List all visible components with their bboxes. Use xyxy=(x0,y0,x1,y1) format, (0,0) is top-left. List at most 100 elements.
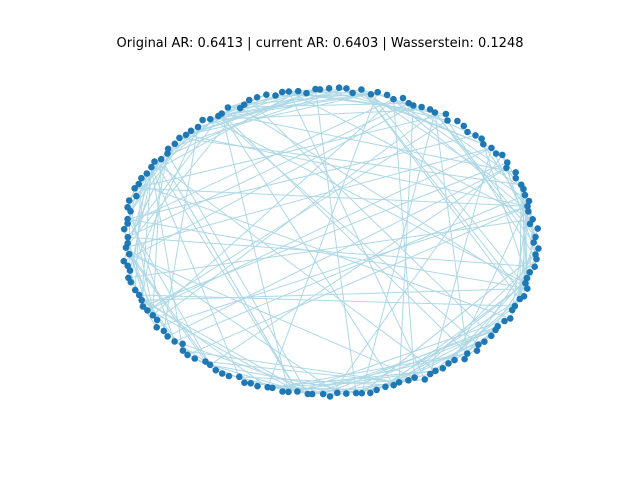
graph-edge xyxy=(385,282,526,388)
graph-node xyxy=(349,89,356,97)
graph-node xyxy=(504,159,511,166)
graph-edge xyxy=(134,187,528,207)
graph-node xyxy=(492,326,499,334)
graph-node xyxy=(432,367,439,375)
graph-node xyxy=(525,208,532,215)
graph-node xyxy=(508,306,516,314)
graph-node xyxy=(326,393,334,400)
graph-node xyxy=(426,106,434,113)
graph-edge xyxy=(152,159,162,316)
graph-node xyxy=(534,225,541,232)
graph-node xyxy=(532,233,539,241)
graph-node xyxy=(294,87,302,95)
graph-node xyxy=(319,390,327,398)
graph-node xyxy=(382,383,389,391)
graph-node xyxy=(343,85,350,92)
graph-edge xyxy=(127,126,199,279)
graph-edge xyxy=(139,294,515,307)
graph-node xyxy=(135,180,142,188)
graph-node xyxy=(464,128,471,136)
graph-edge xyxy=(182,350,400,383)
graph-node xyxy=(279,388,286,395)
graph-node xyxy=(405,377,412,384)
graph-edge xyxy=(127,113,223,238)
graph-edge xyxy=(376,325,499,391)
graph-edge xyxy=(315,89,357,394)
graph-node xyxy=(179,340,186,348)
graph-node xyxy=(531,263,538,271)
graph-node xyxy=(124,262,131,270)
graph-node xyxy=(224,104,232,111)
graph-edge xyxy=(167,153,309,395)
graph-edge xyxy=(154,161,298,392)
graph-node xyxy=(439,365,447,372)
graph-edge xyxy=(205,361,400,383)
graph-edge xyxy=(338,87,484,145)
graph-edge xyxy=(127,134,476,220)
graph-node xyxy=(247,380,254,387)
graph-edge xyxy=(267,92,379,388)
graph-edge xyxy=(434,112,534,243)
graph-edge xyxy=(209,364,308,395)
graph-node xyxy=(157,155,165,163)
graph-edge xyxy=(134,113,447,189)
graph-node xyxy=(253,94,261,101)
graph-edge xyxy=(221,113,516,173)
graph-edge xyxy=(127,218,528,290)
graph-node xyxy=(225,372,233,380)
graph-node xyxy=(153,324,160,331)
graph-node xyxy=(444,117,451,124)
graph-edge xyxy=(210,118,526,284)
graph-node xyxy=(421,376,429,383)
graph-node xyxy=(144,307,151,314)
graph-edge xyxy=(520,184,528,279)
graph-edge xyxy=(179,87,330,139)
graph-node xyxy=(187,127,195,135)
graph-edge xyxy=(218,91,378,117)
graph-node xyxy=(512,174,520,182)
graph-node xyxy=(460,122,468,130)
graph-node xyxy=(124,204,131,211)
graph-edge xyxy=(239,376,394,386)
graph-node xyxy=(151,158,158,165)
graph-node xyxy=(138,174,145,182)
graph-node xyxy=(171,338,178,345)
graph-edge xyxy=(288,91,426,380)
graph-edge xyxy=(125,147,492,249)
graph-node xyxy=(334,389,341,397)
graph-node xyxy=(206,361,214,369)
graph-edge xyxy=(447,120,537,260)
graph-node xyxy=(303,89,310,97)
graph-edge xyxy=(125,247,338,394)
graph-edge xyxy=(221,113,468,354)
graph-edge xyxy=(398,282,526,383)
graph-node xyxy=(390,95,397,103)
graph-node xyxy=(125,274,132,282)
graph-node xyxy=(184,351,191,359)
graph-node xyxy=(304,390,312,398)
graph-edge xyxy=(167,167,507,337)
graph-node xyxy=(148,163,155,171)
graph-node xyxy=(530,239,537,246)
graph-edge xyxy=(163,126,199,331)
graph-node xyxy=(176,134,183,142)
graph-node xyxy=(373,386,380,394)
graph-edge xyxy=(361,89,530,202)
graph-node xyxy=(410,102,417,109)
graph-edge xyxy=(217,115,479,346)
graph-edge xyxy=(297,317,511,392)
graph-node xyxy=(472,132,479,139)
graph-node xyxy=(516,295,524,303)
graph-node xyxy=(241,379,248,387)
graph-edge xyxy=(288,91,435,113)
graph-node xyxy=(218,110,225,117)
graph-node xyxy=(524,202,531,210)
graph-node xyxy=(523,274,531,282)
graph-edge xyxy=(267,379,409,388)
graph-edge xyxy=(123,105,414,262)
graph-node xyxy=(525,197,533,205)
graph-node xyxy=(461,355,468,363)
graph-node xyxy=(240,101,248,108)
graph-edge xyxy=(386,94,524,190)
graph-node xyxy=(418,103,425,111)
